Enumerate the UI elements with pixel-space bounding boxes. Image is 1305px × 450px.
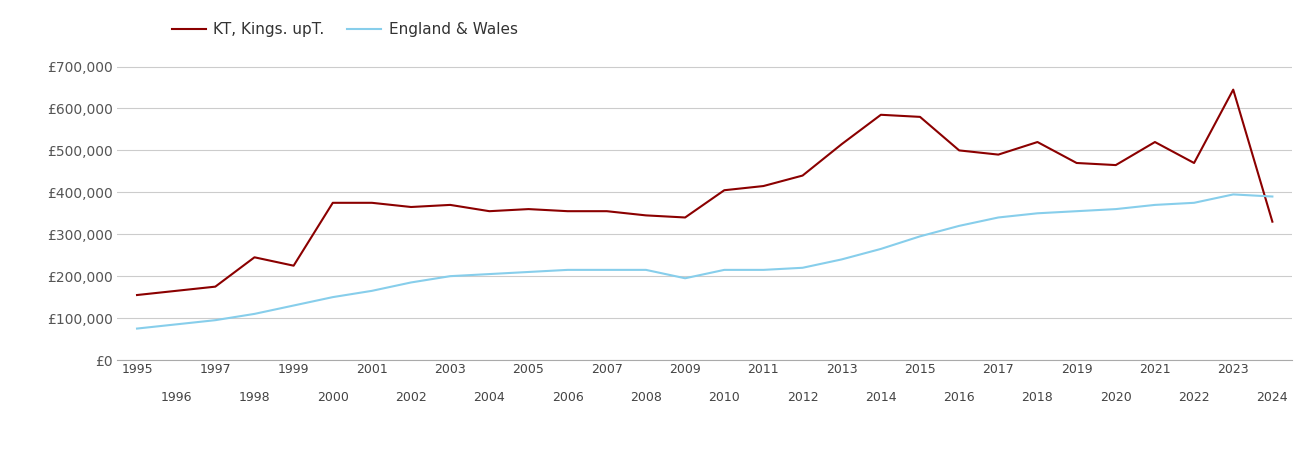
KT, Kings. upT. xyxy=(873,112,889,117)
KT, Kings. upT. xyxy=(951,148,967,153)
England & Wales xyxy=(364,288,380,293)
KT, Kings. upT. xyxy=(677,215,693,220)
Line: KT, Kings. upT.: KT, Kings. upT. xyxy=(137,90,1272,295)
England & Wales xyxy=(1108,207,1124,212)
England & Wales xyxy=(1186,200,1202,206)
KT, Kings. upT. xyxy=(990,152,1006,158)
England & Wales xyxy=(990,215,1006,220)
KT, Kings. upT. xyxy=(1186,160,1202,166)
KT, Kings. upT. xyxy=(1225,87,1241,92)
KT, Kings. upT. xyxy=(364,200,380,206)
England & Wales xyxy=(756,267,771,273)
Text: 2008: 2008 xyxy=(630,391,662,404)
KT, Kings. upT. xyxy=(599,208,615,214)
England & Wales xyxy=(951,223,967,229)
England & Wales xyxy=(716,267,732,273)
Line: England & Wales: England & Wales xyxy=(137,194,1272,328)
Text: 2020: 2020 xyxy=(1100,391,1131,404)
KT, Kings. upT. xyxy=(834,141,850,147)
KT, Kings. upT. xyxy=(638,213,654,218)
Text: 2002: 2002 xyxy=(395,391,427,404)
Text: 2014: 2014 xyxy=(865,391,897,404)
KT, Kings. upT. xyxy=(207,284,223,289)
KT, Kings. upT. xyxy=(482,208,497,214)
England & Wales xyxy=(442,274,458,279)
Text: 1998: 1998 xyxy=(239,391,270,404)
KT, Kings. upT. xyxy=(168,288,184,293)
England & Wales xyxy=(482,271,497,277)
Text: 2000: 2000 xyxy=(317,391,348,404)
England & Wales xyxy=(325,294,341,300)
England & Wales xyxy=(1147,202,1163,207)
KT, Kings. upT. xyxy=(1069,160,1084,166)
England & Wales xyxy=(912,234,928,239)
KT, Kings. upT. xyxy=(1147,140,1163,145)
England & Wales xyxy=(638,267,654,273)
England & Wales xyxy=(834,256,850,262)
England & Wales xyxy=(795,265,810,270)
Text: 2022: 2022 xyxy=(1178,391,1210,404)
KT, Kings. upT. xyxy=(560,208,576,214)
England & Wales xyxy=(1030,211,1045,216)
KT, Kings. upT. xyxy=(325,200,341,206)
KT, Kings. upT. xyxy=(756,183,771,189)
KT, Kings. upT. xyxy=(1265,219,1280,225)
Text: 2016: 2016 xyxy=(944,391,975,404)
Text: 2018: 2018 xyxy=(1022,391,1053,404)
Legend: KT, Kings. upT., England & Wales: KT, Kings. upT., England & Wales xyxy=(172,22,518,37)
England & Wales xyxy=(168,322,184,327)
England & Wales xyxy=(247,311,262,317)
England & Wales xyxy=(521,269,536,274)
KT, Kings. upT. xyxy=(716,188,732,193)
KT, Kings. upT. xyxy=(795,173,810,178)
KT, Kings. upT. xyxy=(1108,162,1124,168)
England & Wales xyxy=(286,303,301,308)
England & Wales xyxy=(1069,208,1084,214)
England & Wales xyxy=(129,326,145,331)
Text: 2012: 2012 xyxy=(787,391,818,404)
England & Wales xyxy=(599,267,615,273)
KT, Kings. upT. xyxy=(442,202,458,207)
England & Wales xyxy=(873,246,889,252)
KT, Kings. upT. xyxy=(129,292,145,298)
Text: 2010: 2010 xyxy=(709,391,740,404)
Text: 2006: 2006 xyxy=(552,391,583,404)
KT, Kings. upT. xyxy=(521,207,536,212)
KT, Kings. upT. xyxy=(1030,140,1045,145)
KT, Kings. upT. xyxy=(912,114,928,120)
Text: 2004: 2004 xyxy=(474,391,505,404)
England & Wales xyxy=(403,280,419,285)
KT, Kings. upT. xyxy=(403,204,419,210)
England & Wales xyxy=(207,318,223,323)
England & Wales xyxy=(560,267,576,273)
Text: 2024: 2024 xyxy=(1257,391,1288,404)
Text: 1996: 1996 xyxy=(161,391,192,404)
England & Wales xyxy=(1265,194,1280,199)
England & Wales xyxy=(1225,192,1241,197)
KT, Kings. upT. xyxy=(286,263,301,268)
KT, Kings. upT. xyxy=(247,255,262,260)
England & Wales xyxy=(677,275,693,281)
